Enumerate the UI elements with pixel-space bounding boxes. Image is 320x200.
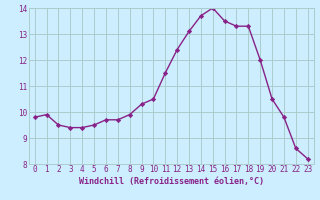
X-axis label: Windchill (Refroidissement éolien,°C): Windchill (Refroidissement éolien,°C)	[79, 177, 264, 186]
